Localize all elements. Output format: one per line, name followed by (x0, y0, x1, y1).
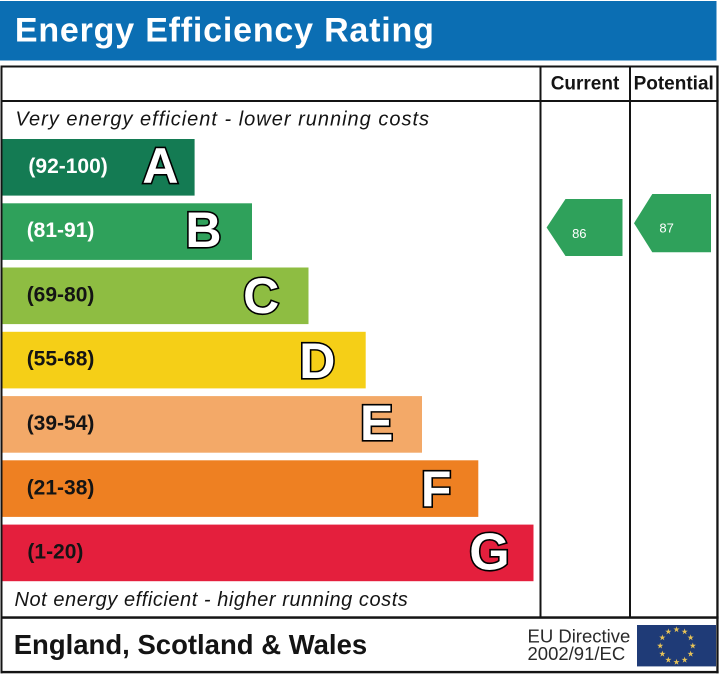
svg-text:England, Scotland & Wales: England, Scotland & Wales (14, 629, 367, 660)
svg-text:G: G (469, 523, 509, 581)
svg-text:2002/91/EC: 2002/91/EC (528, 643, 626, 664)
svg-text:(92-100): (92-100) (28, 155, 107, 178)
svg-text:(21-38): (21-38) (27, 476, 95, 499)
svg-text:(69-80): (69-80) (27, 283, 95, 306)
svg-text:Current: Current (551, 74, 620, 95)
svg-text:Potential: Potential (634, 74, 714, 95)
svg-text:86: 86 (572, 226, 586, 241)
svg-text:(55-68): (55-68) (27, 348, 95, 371)
svg-text:B: B (185, 202, 221, 258)
svg-text:EU Directive: EU Directive (528, 625, 631, 646)
svg-text:C: C (243, 268, 279, 324)
svg-text:F: F (421, 461, 452, 517)
svg-text:E: E (360, 395, 393, 451)
svg-text:A: A (142, 138, 178, 194)
svg-text:Very energy efficient - lower: Very energy efficient - lower running co… (15, 109, 430, 131)
svg-text:(39-54): (39-54) (27, 412, 95, 435)
svg-text:D: D (299, 333, 335, 389)
svg-text:87: 87 (659, 221, 673, 236)
svg-text:(1-20): (1-20) (27, 541, 83, 564)
svg-text:Energy Efficiency Rating: Energy Efficiency Rating (15, 11, 435, 49)
svg-text:(81-91): (81-91) (27, 219, 95, 242)
svg-text:Not energy efficient - higher: Not energy efficient - higher running co… (15, 589, 409, 611)
